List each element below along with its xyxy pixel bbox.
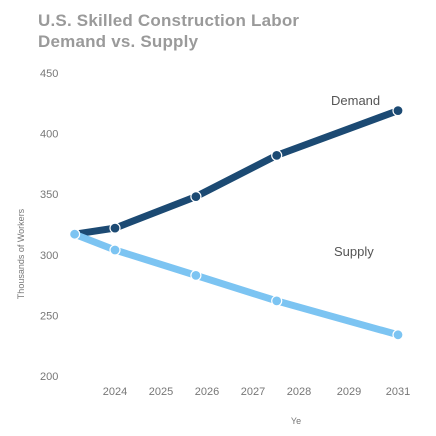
series-label-demand: Demand: [331, 93, 380, 108]
x-tick-label: 2025: [149, 386, 173, 398]
chart-title-line-1: U.S. Skilled Construction Labor: [38, 11, 300, 30]
y-tick-label: 250: [40, 310, 58, 322]
data-point-supply: [271, 295, 283, 307]
data-point-supply: [109, 244, 121, 256]
y-tick-label: 400: [40, 129, 58, 141]
x-tick-label: 2027: [241, 386, 265, 398]
x-axis-ticks: 2024 2025 2026 2027 2028 2029 2031: [103, 386, 410, 398]
x-tick-label: 2026: [195, 386, 219, 398]
x-tick-label: 2029: [337, 386, 361, 398]
y-axis-label: Thousands of Workers: [16, 208, 26, 299]
series-line-demand: [71, 107, 402, 238]
y-tick-label: 350: [40, 189, 58, 201]
data-point-supply: [68, 228, 81, 240]
chart-title-line-2: Demand vs. Supply: [38, 32, 199, 51]
y-tick-label: 450: [40, 68, 58, 80]
data-point-demand: [190, 191, 202, 203]
series-label-supply: Supply: [334, 244, 374, 259]
data-point-demand: [109, 222, 121, 234]
x-axis-label: Ye: [291, 416, 301, 426]
y-tick-label: 300: [40, 250, 58, 262]
x-tick-label: 2028: [287, 386, 311, 398]
data-point-supply: [190, 269, 202, 281]
x-tick-label: 2031: [386, 386, 410, 398]
series-group: [68, 104, 404, 341]
data-point-supply: [392, 329, 404, 341]
x-tick-label: 2024: [103, 386, 127, 398]
y-axis-ticks: 200 250 300 350 400 450: [40, 68, 58, 383]
chart-title: U.S. Skilled Construction Labor Demand v…: [38, 10, 299, 52]
y-tick-label: 200: [40, 371, 58, 383]
data-point-demand: [392, 104, 404, 117]
data-point-demand: [271, 149, 283, 161]
